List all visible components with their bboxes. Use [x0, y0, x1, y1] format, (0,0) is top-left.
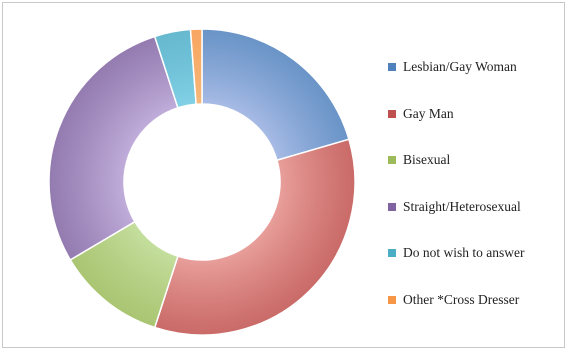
donut-slice-other-cross-dresser: [189, 28, 203, 106]
donut-slice-gay-man: [153, 138, 356, 336]
legend-item: Lesbian/Gay Woman: [388, 58, 566, 105]
legend-item: Bisexual: [388, 151, 566, 198]
legend-item: Gay Man: [388, 105, 566, 152]
chart-legend: Lesbian/Gay Woman Gay Man Bisexual Strai…: [388, 58, 566, 337]
legend-label: Straight/Heterosexual: [403, 198, 521, 214]
legend-item: Other *Cross Dresser: [388, 291, 566, 338]
legend-swatch: [388, 156, 396, 164]
legend-label: Lesbian/Gay Woman: [403, 59, 517, 74]
donut-slices: [48, 28, 356, 336]
legend-label: Other *Cross Dresser: [403, 291, 520, 307]
legend-item: Straight/Heterosexual: [388, 198, 566, 245]
donut-slice-straight-heterosexual: [48, 35, 179, 261]
legend-swatch: [388, 295, 396, 304]
legend-swatch: [388, 202, 396, 211]
legend-item: Do not wish to answer: [388, 244, 566, 291]
legend-label: Do not wish to answer: [403, 245, 525, 260]
legend-swatch: [388, 63, 396, 71]
legend-label: Bisexual: [403, 152, 451, 167]
legend-swatch: [388, 249, 396, 257]
legend-label: Gay Man: [403, 105, 454, 121]
donut-slice-lesbian-gay-woman: [201, 28, 350, 162]
legend-swatch: [388, 109, 396, 118]
